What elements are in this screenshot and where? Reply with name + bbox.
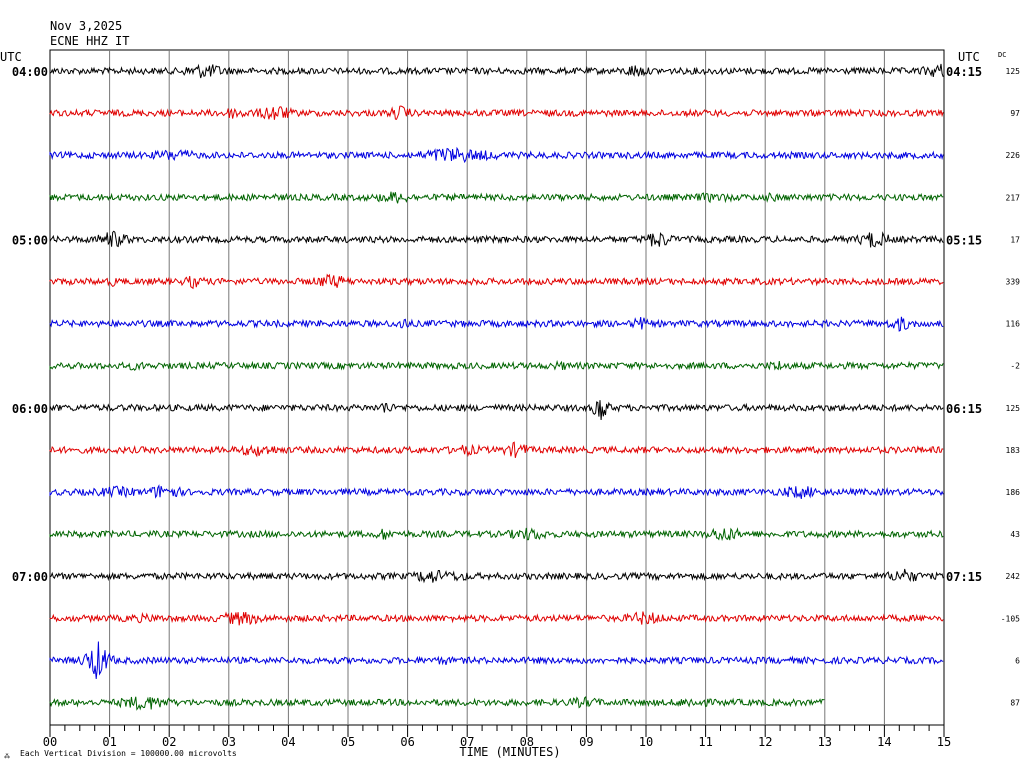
- right-hour-label: 05:15: [946, 233, 982, 247]
- scale-icon: ⁂: [4, 753, 10, 760]
- x-tick-label: 09: [579, 735, 593, 749]
- trace-dc-value: -105: [1001, 614, 1020, 623]
- trace-line: [49, 641, 944, 679]
- left-hour-label: 05:00: [12, 233, 48, 247]
- trace-dc-value: 43: [1010, 530, 1020, 539]
- x-tick-label: 00: [43, 735, 57, 749]
- trace-line: [49, 105, 944, 120]
- trace-line: [49, 441, 944, 459]
- x-tick-label: 03: [222, 735, 236, 749]
- trace-line: [49, 400, 944, 421]
- x-tick-label: 15: [937, 735, 951, 749]
- trace-dc-value: 116: [1006, 320, 1021, 329]
- trace-dc-value: 125: [1006, 67, 1021, 76]
- station-label: ECNE HHZ IT: [50, 34, 130, 48]
- right-utc-label: UTC: [958, 50, 980, 64]
- trace-dc-value: 339: [1006, 278, 1021, 287]
- trace-dc-value: 226: [1006, 151, 1021, 160]
- trace-dc-value: 87: [1010, 699, 1020, 708]
- x-tick-label: 10: [639, 735, 653, 749]
- right-hour-label: 07:15: [946, 570, 982, 584]
- x-tick-label: 02: [162, 735, 176, 749]
- trace-line: [49, 568, 944, 584]
- trace-dc-value: 125: [1006, 404, 1021, 413]
- trace-line: [49, 527, 944, 542]
- vertical-division-note: Each Vertical Division = 100000.00 micro…: [20, 749, 237, 758]
- right-hour-label: 04:15: [946, 65, 982, 79]
- trace-dc-value: 186: [1006, 488, 1021, 497]
- x-tick-label: 06: [400, 735, 414, 749]
- x-tick-label: 11: [698, 735, 712, 749]
- trace-dc-value: 217: [1006, 193, 1021, 202]
- x-tick-label: 05: [341, 735, 355, 749]
- trace-dc-value: 6: [1015, 656, 1020, 665]
- trace-line: [49, 63, 944, 79]
- x-tick-label: 14: [877, 735, 891, 749]
- dc-column-header: DC: [998, 51, 1006, 59]
- x-axis-label: TIME (MINUTES): [459, 745, 560, 759]
- date-label: Nov 3,2025: [50, 19, 123, 33]
- trace-line: [49, 191, 944, 204]
- x-tick-label: 01: [102, 735, 116, 749]
- trace-dc-value: 242: [1006, 572, 1021, 581]
- x-tick-label: 13: [818, 735, 832, 749]
- left-hour-label: 07:00: [12, 570, 48, 584]
- left-hour-label: 06:00: [12, 402, 48, 416]
- trace-line: [49, 273, 944, 290]
- right-hour-label: 06:15: [946, 402, 982, 416]
- trace-line: [49, 696, 825, 711]
- trace-dc-value: 17: [1010, 235, 1020, 244]
- trace-line: [49, 316, 944, 332]
- trace-line: [49, 484, 944, 499]
- x-tick-label: 04: [281, 735, 295, 749]
- trace-line: [49, 146, 944, 164]
- trace-line: [49, 611, 944, 626]
- plot-frame: [49, 49, 945, 726]
- trace-dc-value: 183: [1006, 446, 1021, 455]
- trace-dc-value: -2: [1010, 362, 1020, 371]
- x-tick-label: 12: [758, 735, 772, 749]
- left-utc-label: UTC: [0, 50, 22, 64]
- x-tick-label: 07: [460, 735, 474, 749]
- trace-dc-value: 97: [1010, 109, 1020, 118]
- left-hour-label: 04:00: [12, 65, 48, 79]
- trace-line: [49, 230, 944, 248]
- x-tick-label: 08: [520, 735, 534, 749]
- trace-line: [49, 359, 944, 372]
